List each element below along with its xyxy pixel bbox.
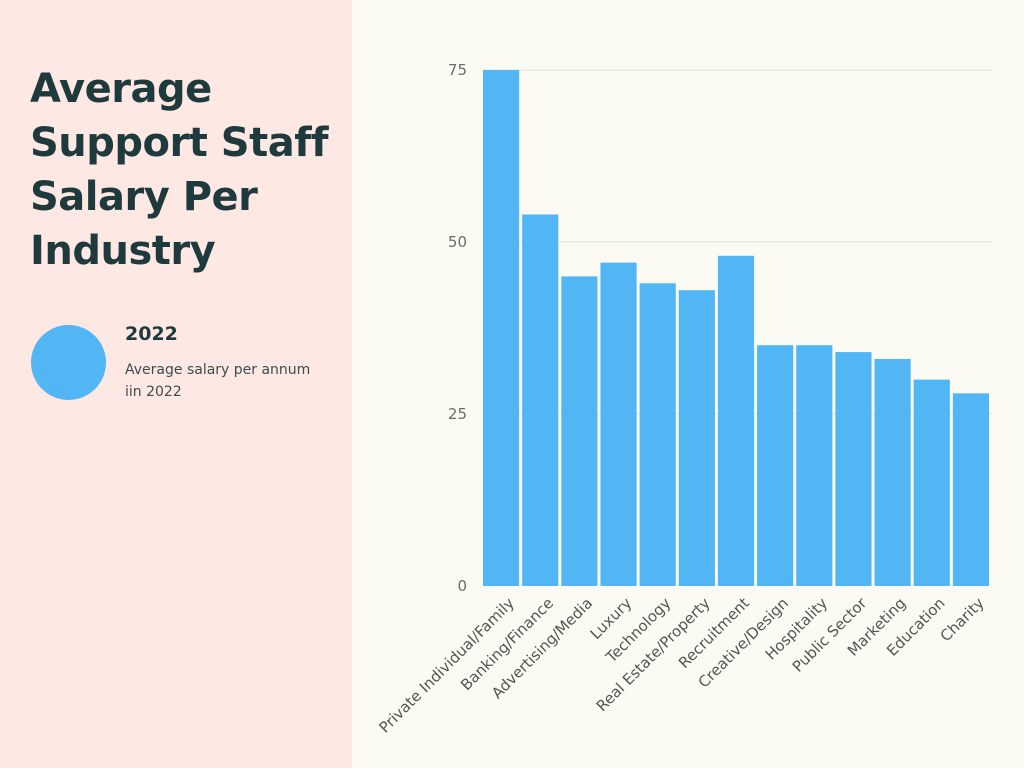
bar <box>952 393 989 586</box>
bar <box>483 70 520 586</box>
bar <box>600 262 637 586</box>
legend-swatch <box>31 325 106 400</box>
bar <box>522 214 559 587</box>
y-tick-label: 75 <box>448 61 467 79</box>
bar <box>678 290 715 586</box>
y-tick-label: 25 <box>448 405 467 423</box>
bar <box>913 379 950 586</box>
bar <box>757 345 794 586</box>
y-tick-label: 50 <box>448 233 467 251</box>
bar <box>874 358 911 586</box>
bar <box>835 352 872 586</box>
bar <box>796 345 833 586</box>
bar <box>561 276 598 586</box>
bar <box>717 255 755 586</box>
bar <box>639 283 676 586</box>
chart-area: 0 25 50 75 Private Individual/Family Banking/… <box>352 0 1024 768</box>
chart-title: Average Support Staff Salary Per Industr… <box>30 66 329 274</box>
y-tick-label: 0 <box>457 577 467 595</box>
legend-description: Average salary per annum iin 2022 <box>125 362 311 400</box>
x-tick-label: Charity <box>937 594 988 645</box>
legend-series-label: 2022 <box>125 323 178 345</box>
